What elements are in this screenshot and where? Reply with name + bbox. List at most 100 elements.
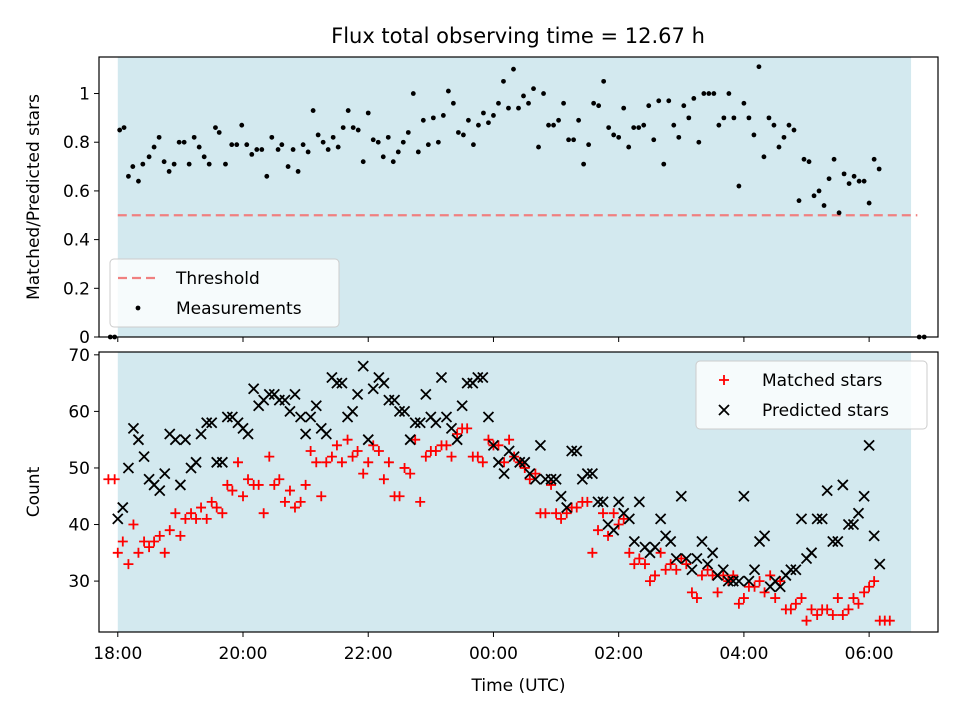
predicted-point [138,451,150,463]
measurement-point [831,156,837,162]
predicted-point [472,371,484,384]
matched-point [159,547,170,558]
measurement-point [701,91,707,96]
measurement-point [234,142,240,148]
measurement-point [300,142,306,148]
matched-point [326,451,337,462]
matched-point [754,576,765,587]
matched-point [363,457,374,468]
top-panel: 0 0.2 0.4 0.6 0.8 1 Matched/Predicted stars Thr… [24,56,939,348]
matched-point [139,536,150,547]
measurement-point [556,117,561,123]
measurement-point [425,142,431,148]
predicted-point [649,541,661,553]
measurement-point [861,178,867,184]
measurement-point [586,142,592,148]
matched-point [405,468,416,479]
matched-point [812,610,823,621]
measurement-point [711,91,717,96]
predicted-point [414,417,426,429]
matched-point [624,547,635,558]
predicted-point [816,513,828,525]
x-tick-label: 04:00 [719,644,768,664]
measurement-point [275,147,281,152]
measurement-point [651,137,657,143]
predicted-point [665,535,677,548]
predicted-point [331,377,343,389]
predicted-point [336,377,348,389]
x-tick-label: 00:00 [469,644,518,664]
legend-predicted-swatch [718,404,730,416]
matched-point [196,502,207,513]
predicted-point [608,524,620,536]
predicted-point [785,564,797,576]
measurement-point [481,110,486,116]
predicted-point [686,564,698,576]
matched-point [639,559,650,570]
predicted-point [174,479,187,491]
predicted-point [847,518,860,531]
legend-measurement-swatch [135,305,141,311]
matched-point [243,474,254,485]
measurement-point [621,105,627,111]
measurement-point [661,161,667,167]
matched-point [530,468,541,479]
measurement-point [876,166,882,172]
predicted-point [519,456,531,468]
measurement-point [229,142,235,148]
matched-point [822,604,833,615]
matched-point [217,508,228,519]
matched-point [728,570,739,581]
legend-label: Predicted stars [762,401,889,421]
predicted-point [821,484,833,497]
predicted-point [284,405,296,418]
measurement-point [375,139,381,145]
matched-point [186,508,197,519]
matched-point [109,474,120,485]
matched-point [738,593,749,604]
predicted-point [169,434,182,446]
matched-point [180,513,191,524]
matched-point [358,468,369,479]
legend-matched-swatch [719,375,729,385]
measurement-point [756,64,762,70]
measurement-point [445,88,451,94]
predicted-point [623,513,635,525]
measurement-point [781,134,787,140]
measurement-point [491,113,496,118]
matched-point [128,519,139,530]
measurement-point [656,98,662,104]
measurement-point [466,117,471,123]
measurement-point [290,147,296,152]
measurement-point [186,161,192,167]
measurement-point [581,161,587,167]
matched-point [649,570,660,581]
matched-point [410,434,421,445]
y-tick-label: 0.2 [63,279,90,299]
predicted-point [477,371,489,384]
matched-point [665,559,676,570]
measurement-point [721,115,727,121]
matched-point [859,587,870,598]
axes-frame [98,56,939,338]
matched-point [472,451,483,462]
measurement-point [811,193,817,199]
measurement-point [360,159,366,165]
predicted-point [654,513,667,525]
measurement-point [191,134,197,140]
measurement-point [244,142,250,148]
measurement-point [846,181,852,187]
matched-point [806,604,817,615]
measurement-point [616,134,622,140]
measurement-point [821,203,827,208]
predicted-point [248,383,260,395]
measurement-point [213,125,218,131]
predicted-point [393,405,406,418]
predicted-point [758,530,771,542]
matched-point [321,457,332,468]
matched-point [593,525,604,536]
measurement-point [591,100,597,106]
predicted-point [190,456,202,468]
matched-point [587,547,598,558]
